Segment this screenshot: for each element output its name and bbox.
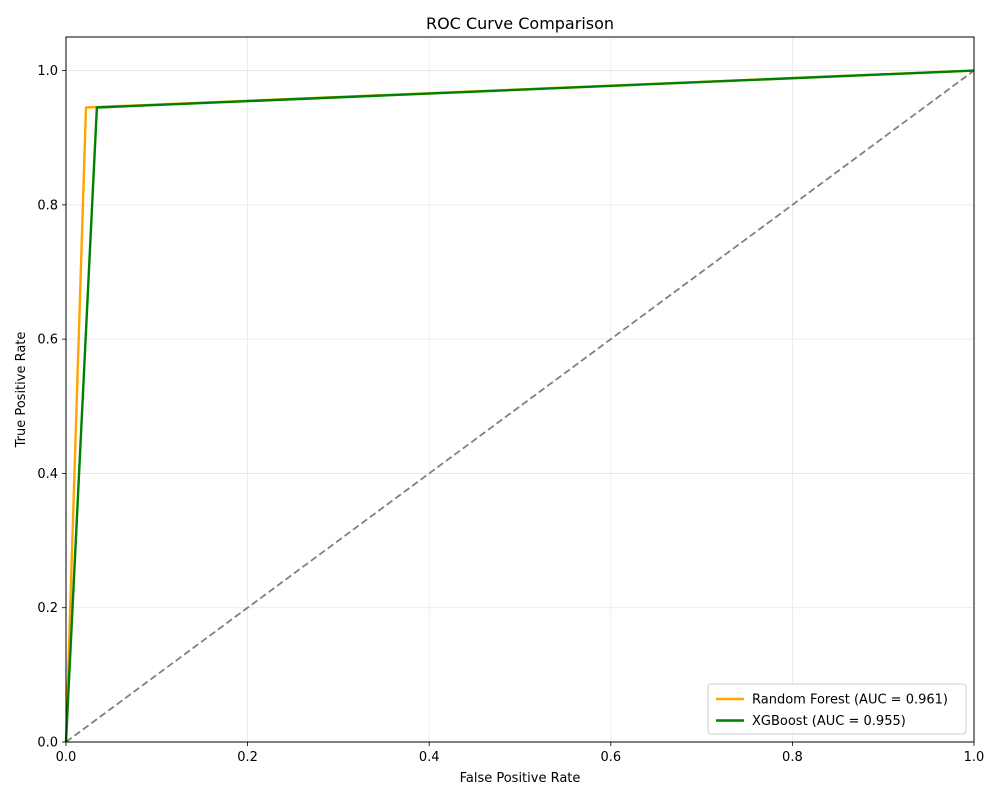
y-tick-label: 0.2 xyxy=(37,601,58,616)
x-axis-ticks: 0.0 0.2 0.4 0.6 0.8 1.0 xyxy=(56,742,985,765)
roc-line-series-1 xyxy=(64,69,975,743)
legend-label: Random Forest (AUC = 0.961) xyxy=(752,693,948,708)
x-tick-label: 0.8 xyxy=(782,750,803,765)
y-tick-label: 0.6 xyxy=(37,333,58,348)
legend: Random Forest (AUC = 0.961) XGBoost (AUC … xyxy=(707,683,967,735)
y-tick-label: 0.0 xyxy=(37,736,58,751)
y-tick-label: 0.4 xyxy=(37,467,58,482)
x-tick-label: 0.2 xyxy=(237,750,258,765)
y-axis-ticks: 0.0 0.2 0.4 0.6 0.8 1.0 xyxy=(37,64,66,751)
y-tick-label: 0.8 xyxy=(37,198,58,213)
x-tick-label: 0.6 xyxy=(600,750,621,765)
x-tick-label: 1.0 xyxy=(964,750,985,765)
reference-line-layer xyxy=(65,69,975,743)
x-axis-label: False Positive Rate xyxy=(460,771,581,786)
chart-title: ROC Curve Comparison xyxy=(426,14,614,33)
x-tick-label: 0.0 xyxy=(56,750,77,765)
chance-reference-line xyxy=(65,69,975,743)
y-axis-label: True Positive Rate xyxy=(14,332,29,449)
plot-frame xyxy=(65,36,975,743)
x-tick-label: 0.4 xyxy=(419,750,440,765)
series-layer xyxy=(64,69,975,743)
legend-box xyxy=(707,683,967,735)
legend-label: XGBoost (AUC = 0.955) xyxy=(752,714,906,729)
y-tick-label: 1.0 xyxy=(37,64,58,79)
